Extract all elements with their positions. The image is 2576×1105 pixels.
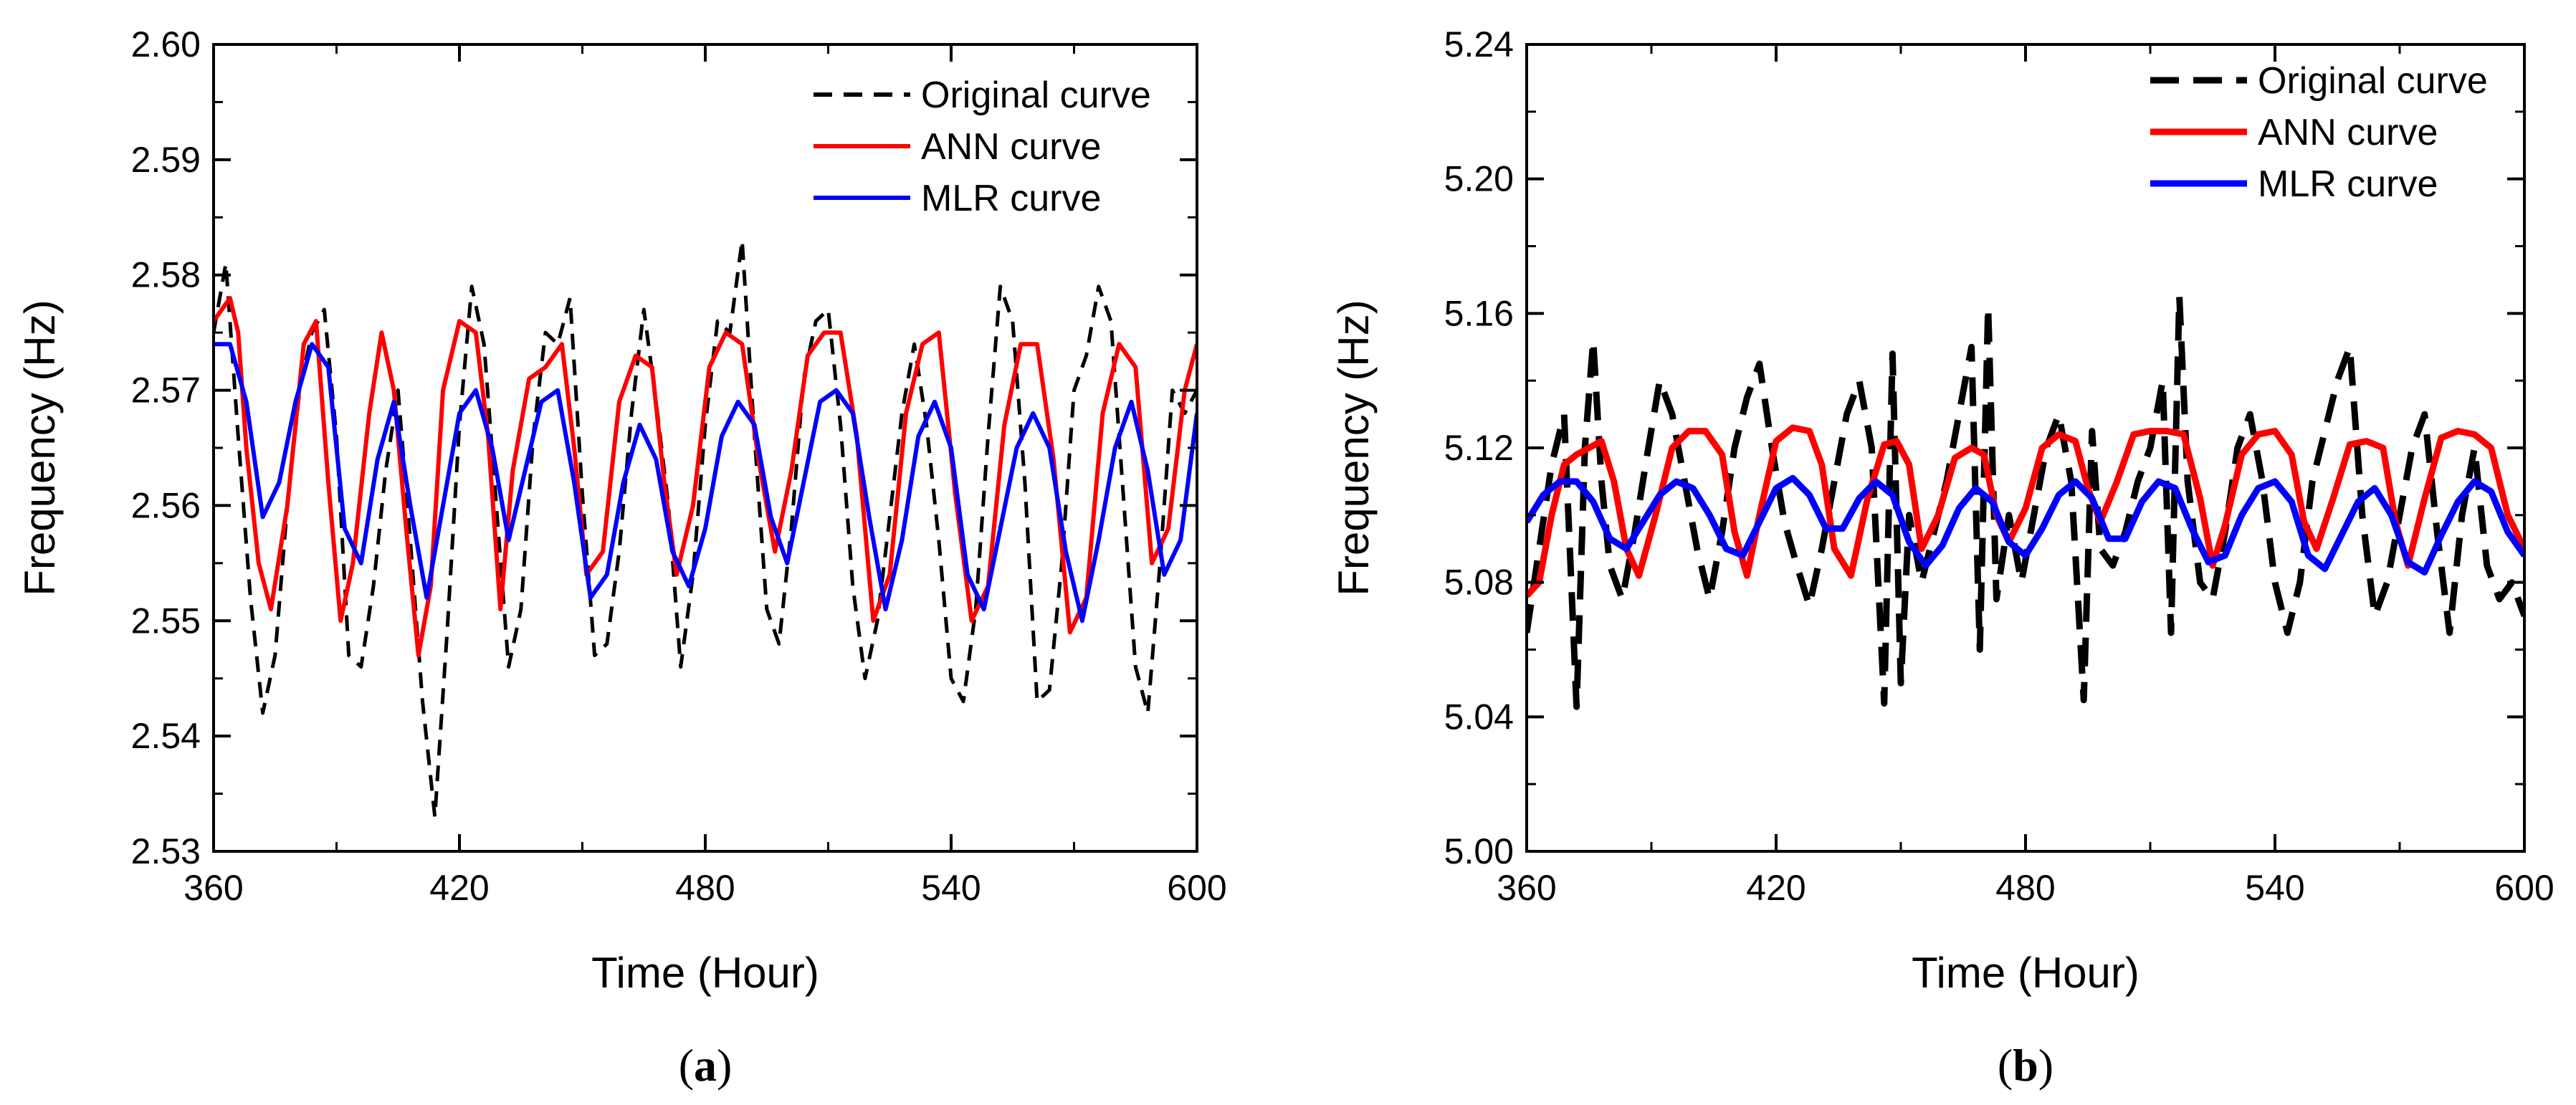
panel-a-x-axis-label: Time (Hour) bbox=[591, 949, 819, 997]
panel-b-y-tick-label: 5.20 bbox=[1444, 159, 1514, 199]
panel-a-x-tick-label: 540 bbox=[921, 868, 981, 908]
panel-b-series-mlr-curve bbox=[1527, 474, 2524, 576]
panel-b-x-tick-label: 360 bbox=[1497, 868, 1556, 908]
panel-a-y-tick-label: 2.57 bbox=[131, 370, 201, 411]
panel-a-y-tick-label: 2.54 bbox=[131, 716, 201, 756]
panel-b-y-axis-label: Frequency (Hz) bbox=[1330, 300, 1378, 595]
panel-a-label: (a) bbox=[679, 1040, 733, 1091]
panel-a-chart: 360 420 480 540 600 2.53 2.54 2.55 2.56 2.57 2.58 2… bbox=[16, 24, 1227, 1091]
panel-b-letter: b bbox=[2013, 1040, 2038, 1091]
panel-b-legend-label: Original curve bbox=[2258, 60, 2488, 102]
panel-b-y-tick-label: 5.24 bbox=[1444, 24, 1514, 64]
panel-b-legend: Original curve ANN curve MLR curve bbox=[2150, 60, 2488, 205]
panel-a-y-tick-label: 2.55 bbox=[131, 601, 201, 641]
panel-a-legend-label: MLR curve bbox=[921, 178, 1101, 219]
panel-a-x-tick-label: 480 bbox=[675, 868, 735, 908]
panel-b-plot-area bbox=[1527, 293, 2524, 710]
panel-a-x-tick-label: 600 bbox=[1167, 868, 1226, 908]
panel-b-y-tick-label: 5.16 bbox=[1444, 293, 1514, 333]
panel-a-legend: Original curve ANN curve MLR curve bbox=[814, 75, 1151, 219]
panel-a-y-tick-label: 2.60 bbox=[131, 24, 201, 64]
panel-b-y-tick-label: 5.00 bbox=[1444, 831, 1514, 871]
panel-a-plot-area bbox=[214, 239, 1197, 819]
panel-a-letter: a bbox=[694, 1040, 717, 1091]
panel-b-chart: 360 420 480 540 600 5.00 5.04 5.08 5.12 5.16 5.20 5… bbox=[1330, 24, 2554, 1091]
panel-b-x-axis-label: Time (Hour) bbox=[1912, 949, 2139, 997]
panel-b-x-tick-label: 480 bbox=[1995, 868, 2055, 908]
panel-b-y-tick-label: 5.12 bbox=[1444, 428, 1514, 468]
panel-a-series-ann-curve bbox=[214, 295, 1197, 658]
panel-a-x-tick-label: 360 bbox=[183, 868, 243, 908]
panel-b-legend-label: MLR curve bbox=[2258, 163, 2438, 205]
panel-a-ticks: 360 420 480 540 600 2.53 2.54 2.55 2.56 2.57 2.58 2… bbox=[131, 24, 1227, 908]
panel-b-y-tick-label: 5.04 bbox=[1444, 697, 1514, 737]
panel-b-legend-label: ANN curve bbox=[2258, 112, 2438, 153]
panel-a-y-tick-label: 2.56 bbox=[131, 485, 201, 525]
panel-a-y-tick-label: 2.53 bbox=[131, 831, 201, 871]
panel-a-legend-label: Original curve bbox=[921, 75, 1151, 116]
panel-b-x-tick-label: 420 bbox=[1746, 868, 1805, 908]
panel-b-ticks: 360 420 480 540 600 5.00 5.04 5.08 5.12 5.16 5.20 5… bbox=[1444, 24, 2554, 908]
panel-a-y-tick-label: 2.58 bbox=[131, 255, 201, 295]
panel-a-x-tick-label: 420 bbox=[429, 868, 489, 908]
panel-a-y-tick-label: 2.59 bbox=[131, 140, 201, 180]
panel-b-y-tick-label: 5.08 bbox=[1444, 563, 1514, 603]
panel-b-x-tick-label: 600 bbox=[2494, 868, 2554, 908]
panel-b-label: (b) bbox=[1998, 1040, 2053, 1091]
panel-b-x-tick-label: 540 bbox=[2245, 868, 2304, 908]
panel-a-legend-label: ANN curve bbox=[921, 126, 1101, 168]
panel-a-series-mlr-curve bbox=[214, 342, 1197, 623]
panel-a-y-axis-label: Frequency (Hz) bbox=[16, 300, 64, 595]
panel-a-series-original-curve bbox=[214, 239, 1197, 819]
